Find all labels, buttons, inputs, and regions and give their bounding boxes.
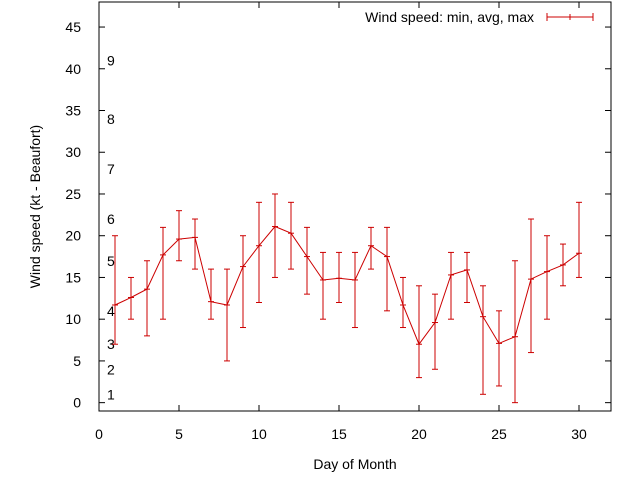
y-tick-label: 45	[65, 19, 81, 35]
y-tick-label: 40	[65, 61, 81, 77]
x-tick-label: 30	[571, 426, 587, 442]
series-line	[114, 225, 580, 346]
error-bar	[176, 210, 182, 262]
error-bar	[256, 201, 262, 303]
y-tick-label: 5	[73, 353, 81, 369]
error-bar	[576, 201, 582, 278]
beaufort-label: 3	[107, 336, 115, 352]
error-bar	[336, 251, 342, 303]
error-bar	[496, 310, 502, 387]
error-bar	[272, 193, 278, 278]
beaufort-label: 6	[107, 211, 115, 227]
error-bar	[528, 218, 534, 354]
legend-label: Wind speed: min, avg, max	[365, 9, 534, 25]
beaufort-label: 4	[107, 303, 115, 319]
legend: Wind speed: min, avg, max	[365, 9, 594, 25]
error-bar	[208, 268, 214, 320]
y-tick-label: 15	[65, 269, 81, 285]
error-bar	[144, 260, 150, 337]
error-bar	[112, 235, 118, 345]
x-tick-label: 15	[331, 426, 347, 442]
error-bar	[544, 235, 550, 320]
y-tick-label: 25	[65, 186, 81, 202]
x-tick-label: 10	[251, 426, 267, 442]
error-bar	[560, 243, 566, 287]
y-tick-label: 0	[73, 395, 81, 411]
y-axis-label: Wind speed (kt - Beaufort)	[27, 125, 43, 288]
error-bar	[448, 251, 454, 320]
y-tick-label: 30	[65, 144, 81, 160]
x-tick-label: 25	[491, 426, 507, 442]
error-bar	[224, 268, 230, 362]
error-bar	[288, 201, 294, 270]
error-bar	[400, 276, 406, 329]
series-layer	[112, 193, 582, 404]
x-tick-label: 0	[95, 426, 103, 442]
error-bar	[320, 251, 326, 320]
error-bar	[512, 260, 518, 404]
error-bar	[464, 251, 470, 303]
beaufort-label: 9	[107, 52, 115, 68]
beaufort-label: 7	[107, 161, 115, 177]
y-tick-label: 35	[65, 103, 81, 119]
error-bar	[416, 285, 422, 379]
error-bar	[384, 226, 390, 312]
error-bar	[352, 251, 358, 329]
beaufort-label: 8	[107, 111, 115, 127]
error-bar	[480, 285, 486, 395]
plot-frame	[98, 1, 612, 412]
x-axis-label: Day of Month	[313, 456, 396, 472]
beaufort-scale-labels: 1 2 3 4 5 6 7 8 9	[107, 52, 115, 402]
error-bar	[432, 293, 438, 370]
beaufort-label: 5	[107, 253, 115, 269]
error-bar	[240, 235, 246, 329]
error-bar	[160, 226, 166, 320]
error-bar	[128, 276, 134, 320]
error-bar	[368, 226, 374, 270]
x-tick-label: 5	[175, 426, 183, 442]
beaufort-label: 1	[107, 386, 115, 402]
error-bar	[192, 218, 198, 270]
x-tick-label: 20	[411, 426, 427, 442]
error-bar	[304, 226, 310, 295]
y-tick-label: 20	[65, 228, 81, 244]
y-tick-label: 10	[65, 311, 81, 327]
beaufort-label: 2	[107, 361, 115, 377]
